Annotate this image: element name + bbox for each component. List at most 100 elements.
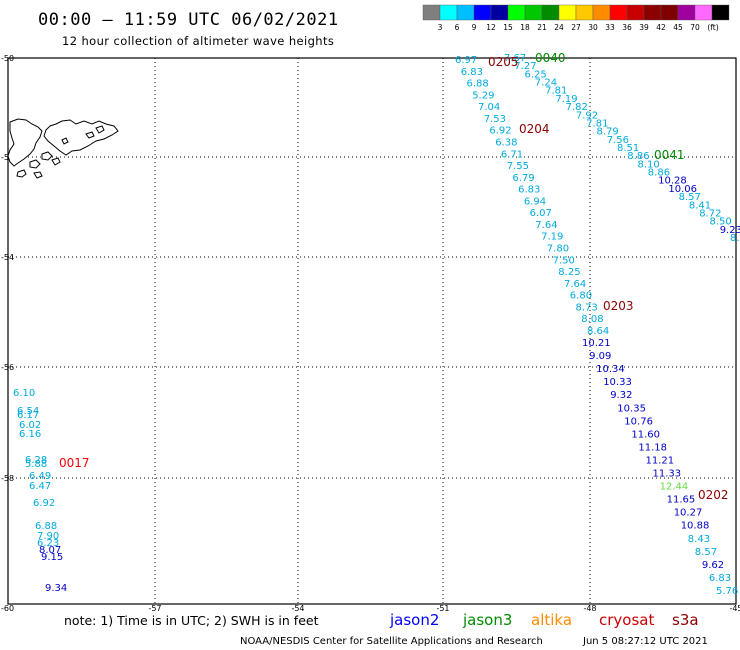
swh-value: 6.83 xyxy=(518,185,540,196)
swh-value: 9.23 xyxy=(720,225,740,236)
swh-value: 9.09 xyxy=(589,351,611,362)
swh-value: 6.54 xyxy=(17,406,39,417)
swh-value: 7.64 xyxy=(535,220,557,231)
legend-swatch xyxy=(507,4,526,21)
swh-value: 9.32 xyxy=(610,390,632,401)
legend-swatch xyxy=(660,4,679,21)
swh-value: 8. xyxy=(730,233,740,244)
swh-value: 5.88 xyxy=(25,459,47,470)
legend-swatch xyxy=(609,4,628,21)
swh-value: 7.82 xyxy=(566,102,588,113)
swh-value: 10.76 xyxy=(624,416,653,427)
swh-value: 7.19 xyxy=(541,232,563,243)
swh-value: 5.76 xyxy=(716,586,738,597)
swh-value: 10.06 xyxy=(668,184,697,195)
swh-value: 6.94 xyxy=(524,196,546,207)
longitude-label: -51 xyxy=(436,604,449,613)
legend-label: 27 xyxy=(571,23,581,32)
altimeter-tracks: 6.976.836.885.297.047.536.926.386.717.55… xyxy=(13,53,740,597)
swh-value: 8.25 xyxy=(558,267,580,278)
swh-value: 10.21 xyxy=(582,338,611,349)
swh-value: 10.35 xyxy=(617,403,646,414)
swh-value: 6.28 xyxy=(25,455,47,466)
legend-swatch xyxy=(575,4,594,21)
legend-swatch xyxy=(524,4,543,21)
swh-value: 7.24 xyxy=(535,78,557,89)
latitude-label: -50 xyxy=(1,54,14,63)
longitude-label: -45 xyxy=(729,604,740,613)
legend-swatch xyxy=(456,4,475,21)
swh-value: 9.62 xyxy=(702,560,724,571)
swh-value: 6.10 xyxy=(13,388,35,399)
swh-value: 6.49 xyxy=(29,471,51,482)
lat-lon-grid xyxy=(8,58,736,604)
legend-swatch xyxy=(626,4,645,21)
swh-value: 6.38 xyxy=(495,138,517,149)
swh-value: 8.86 xyxy=(627,151,649,162)
swh-value: 7.19 xyxy=(555,94,577,105)
pass-time-label: 0204 xyxy=(519,122,550,136)
swh-value: 12.44 xyxy=(660,482,689,493)
swh-value: 10.88 xyxy=(681,521,710,532)
pass-time-label: 0203 xyxy=(603,299,634,313)
swh-value: 8.10 xyxy=(638,159,660,170)
legend-swatch xyxy=(592,4,611,21)
swh-value: 7.81 xyxy=(586,119,608,130)
map-frame xyxy=(7,57,737,605)
swh-value: 11.18 xyxy=(638,442,667,453)
swh-value: 6.16 xyxy=(19,429,41,440)
swh-value: 6.47 xyxy=(29,481,51,492)
swh-value: 8.57 xyxy=(695,547,717,558)
swh-value: 8.41 xyxy=(689,200,711,211)
swh-value: 6.83 xyxy=(709,573,731,584)
legend-label: 21 xyxy=(537,23,547,32)
swh-value: 11.33 xyxy=(653,469,682,480)
swh-value: 11.65 xyxy=(667,495,696,506)
longitude-label: -54 xyxy=(291,604,304,613)
swh-value: 7.50 xyxy=(553,255,575,266)
satellite-name: altika xyxy=(531,611,572,629)
map-title: 00:00 — 11:59 UTC 06/02/2021 xyxy=(38,10,339,30)
map-subtitle: 12 hour collection of altimeter wave hei… xyxy=(62,34,334,48)
swh-value: 6.92 xyxy=(33,498,55,509)
legend-swatch xyxy=(558,4,577,21)
swh-value: 6.88 xyxy=(467,79,489,90)
swh-value: 10.33 xyxy=(603,377,632,388)
swh-value: 7.27 xyxy=(514,61,536,72)
swh-value: 7.55 xyxy=(507,161,529,172)
swh-value: 6.02 xyxy=(19,420,41,431)
swh-value: 6.25 xyxy=(525,69,547,80)
falkland-islands-landmass xyxy=(7,118,119,179)
legend-label: 70 xyxy=(690,23,700,32)
swh-value: 6.88 xyxy=(35,521,57,532)
satellite-name: jason2 xyxy=(389,611,439,629)
pass-time-label: 0017 xyxy=(59,456,90,470)
swh-value: 8.73 xyxy=(576,302,598,313)
legend-label: 6 xyxy=(455,23,460,32)
swh-value: 7.56 xyxy=(607,135,629,146)
pass-time-labels: 0040 0205 0204 0041 0203 0202 0017 xyxy=(59,51,729,502)
swh-value: 7.81 xyxy=(545,86,567,97)
swh-value: 7.67 xyxy=(504,53,526,64)
swh-value: 6.23 xyxy=(37,538,59,549)
swh-value: 6.17 xyxy=(17,410,39,421)
legend-label: 15 xyxy=(503,23,513,32)
swh-value: 11.21 xyxy=(646,456,675,467)
latitude-label: -56 xyxy=(1,363,14,372)
swh-value: 6.83 xyxy=(461,67,483,78)
swh-value: 6.92 xyxy=(489,126,511,137)
axis-labels: -50 -52 -54 -56 -58 -60 -57 -54 -51 -48 -45 xyxy=(1,54,740,613)
legend-swatch xyxy=(694,4,713,21)
swh-value: 8.08 xyxy=(581,314,603,325)
swh-value: 10.34 xyxy=(596,364,625,375)
swh-value: 7.53 xyxy=(484,114,506,125)
swh-value: 7.92 xyxy=(576,110,598,121)
swh-value: 8.64 xyxy=(587,326,609,337)
swh-value: 11.60 xyxy=(631,429,660,440)
legend-label: 39 xyxy=(639,23,649,32)
swh-value: 8.79 xyxy=(597,127,619,138)
legend-swatch xyxy=(439,4,458,21)
longitude-label: -57 xyxy=(148,604,161,613)
pass-time-label: 0202 xyxy=(698,488,729,502)
credit-text: NOAA/NESDIS Center for Satellite Applica… xyxy=(240,636,543,647)
